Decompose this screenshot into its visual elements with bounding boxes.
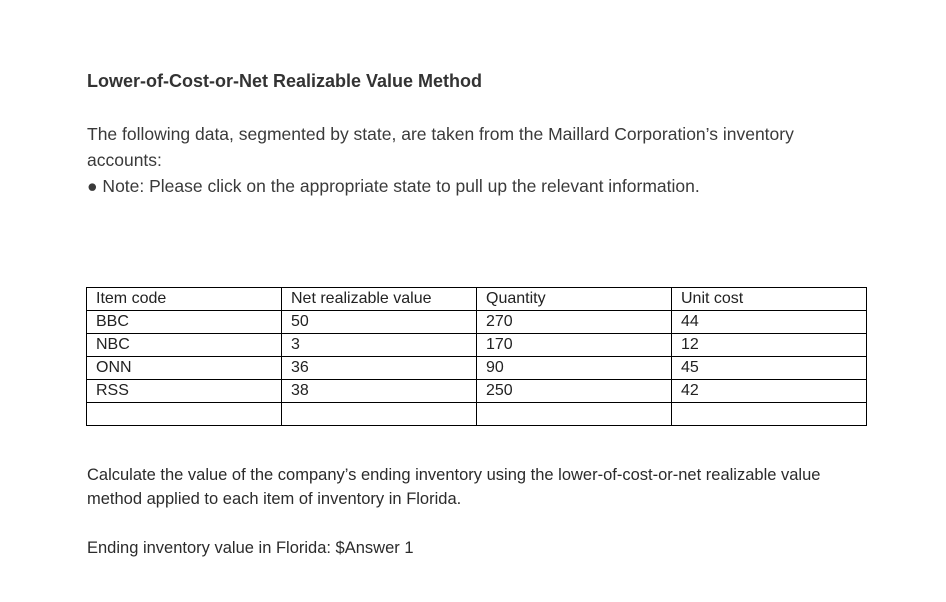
cell-quantity: 250 <box>476 379 672 403</box>
intro-text: The following data, segmented by state, … <box>87 124 794 170</box>
inventory-table: Item code Net realizable value Quantity … <box>86 287 867 426</box>
table-row-empty <box>86 402 867 426</box>
answer-line: Ending inventory value in Florida: $Answ… <box>87 536 414 560</box>
cell-item-code: RSS <box>86 379 282 403</box>
cell-net-realizable-value: 36 <box>281 356 477 380</box>
table-row: RSS 38 250 42 <box>86 379 867 403</box>
cell-net-realizable-value: 50 <box>281 310 477 334</box>
table-header-row: Item code Net realizable value Quantity … <box>86 287 867 311</box>
header-quantity: Quantity <box>476 287 672 311</box>
table-row: BBC 50 270 44 <box>86 310 867 334</box>
header-item-code: Item code <box>86 287 282 311</box>
cell-unit-cost: 44 <box>671 310 867 334</box>
cell-net-realizable-value: 3 <box>281 333 477 357</box>
cell-unit-cost: 42 <box>671 379 867 403</box>
state-note: ● Note: Please click on the appropriate … <box>87 176 700 196</box>
header-net-realizable-value: Net realizable value <box>281 287 477 311</box>
cell-unit-cost: 12 <box>671 333 867 357</box>
cell-item-code: ONN <box>86 356 282 380</box>
cell-quantity: 170 <box>476 333 672 357</box>
cell-item-code <box>86 402 282 426</box>
header-unit-cost: Unit cost <box>671 287 867 311</box>
cell-quantity: 90 <box>476 356 672 380</box>
cell-quantity <box>476 402 672 426</box>
cell-net-realizable-value: 38 <box>281 379 477 403</box>
question-text: Calculate the value of the company’s end… <box>87 466 821 508</box>
cell-unit-cost: 45 <box>671 356 867 380</box>
document-title: Lower-of-Cost-or-Net Realizable Value Me… <box>87 71 483 91</box>
cell-item-code: NBC <box>86 333 282 357</box>
intro-paragraph: The following data, segmented by state, … <box>87 121 847 199</box>
cell-unit-cost <box>671 402 867 426</box>
cell-net-realizable-value <box>281 402 477 426</box>
answer-label: Ending inventory value in Florida: $ <box>87 539 345 557</box>
cell-item-code: BBC <box>86 310 282 334</box>
table-row: ONN 36 90 45 <box>86 356 867 380</box>
cell-quantity: 270 <box>476 310 672 334</box>
table-row: NBC 3 170 12 <box>86 333 867 357</box>
answer-input[interactable]: Answer 1 <box>344 539 414 557</box>
